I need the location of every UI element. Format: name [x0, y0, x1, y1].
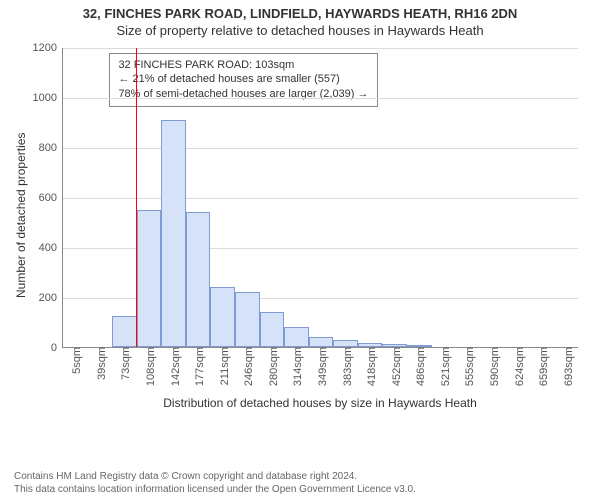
annotation-line: ← 21% of detached houses are smaller (55…	[118, 72, 368, 87]
x-tick-label: 177sqm	[190, 347, 206, 386]
x-tick-label: 280sqm	[264, 347, 280, 386]
y-tick-label: 200	[39, 292, 63, 304]
x-tick-label: 142sqm	[166, 347, 182, 386]
histogram-bar	[309, 337, 334, 347]
y-tick-label: 1000	[33, 92, 63, 104]
y-tick-label: 800	[39, 142, 63, 154]
reference-line	[136, 48, 137, 347]
histogram-bar	[210, 287, 235, 347]
x-tick-label: 73sqm	[116, 347, 132, 380]
x-tick-label: 624sqm	[510, 347, 526, 386]
y-tick-label: 0	[51, 342, 63, 354]
y-axis-label: Number of detached properties	[14, 133, 28, 298]
annotation-line: 32 FINCHES PARK ROAD: 103sqm	[118, 58, 368, 73]
histogram-bar	[137, 210, 162, 348]
title-subtitle: Size of property relative to detached ho…	[0, 21, 600, 38]
histogram-bar	[284, 327, 309, 347]
title-address: 32, FINCHES PARK ROAD, LINDFIELD, HAYWAR…	[0, 0, 600, 21]
x-tick-label: 39sqm	[92, 347, 108, 380]
x-tick-label: 555sqm	[460, 347, 476, 386]
x-axis-label: Distribution of detached houses by size …	[62, 396, 578, 410]
x-tick-label: 693sqm	[559, 347, 575, 386]
x-tick-label: 590sqm	[485, 347, 501, 386]
plot-area: 32 FINCHES PARK ROAD: 103sqm← 21% of det…	[62, 48, 578, 348]
histogram-bar	[161, 120, 186, 348]
footer: Contains HM Land Registry data © Crown c…	[0, 470, 600, 496]
gridline	[63, 98, 578, 99]
footer-line1: Contains HM Land Registry data © Crown c…	[14, 470, 600, 483]
annotation-line: 78% of semi-detached houses are larger (…	[118, 87, 368, 102]
y-tick-label: 400	[39, 242, 63, 254]
gridline	[63, 198, 578, 199]
x-tick-label: 383sqm	[338, 347, 354, 386]
x-tick-label: 418sqm	[362, 347, 378, 386]
x-tick-label: 108sqm	[141, 347, 157, 386]
gridline	[63, 48, 578, 49]
histogram-bar	[260, 312, 285, 347]
y-tick-label: 1200	[33, 42, 63, 54]
histogram-bar	[186, 212, 211, 347]
x-tick-label: 486sqm	[411, 347, 427, 386]
chart-container: Number of detached properties 32 FINCHES…	[0, 42, 600, 412]
gridline	[63, 148, 578, 149]
footer-line2: This data contains location information …	[14, 483, 600, 496]
y-tick-label: 600	[39, 192, 63, 204]
x-tick-label: 659sqm	[534, 347, 550, 386]
histogram-bar	[112, 316, 137, 347]
x-tick-label: 452sqm	[387, 347, 403, 386]
x-tick-label: 246sqm	[239, 347, 255, 386]
histogram-bar	[235, 292, 260, 347]
x-tick-label: 521sqm	[436, 347, 452, 386]
x-tick-label: 5sqm	[67, 347, 83, 374]
x-tick-label: 211sqm	[215, 347, 231, 385]
x-tick-label: 349sqm	[313, 347, 329, 386]
x-tick-label: 314sqm	[288, 347, 304, 386]
histogram-bar	[333, 340, 358, 348]
